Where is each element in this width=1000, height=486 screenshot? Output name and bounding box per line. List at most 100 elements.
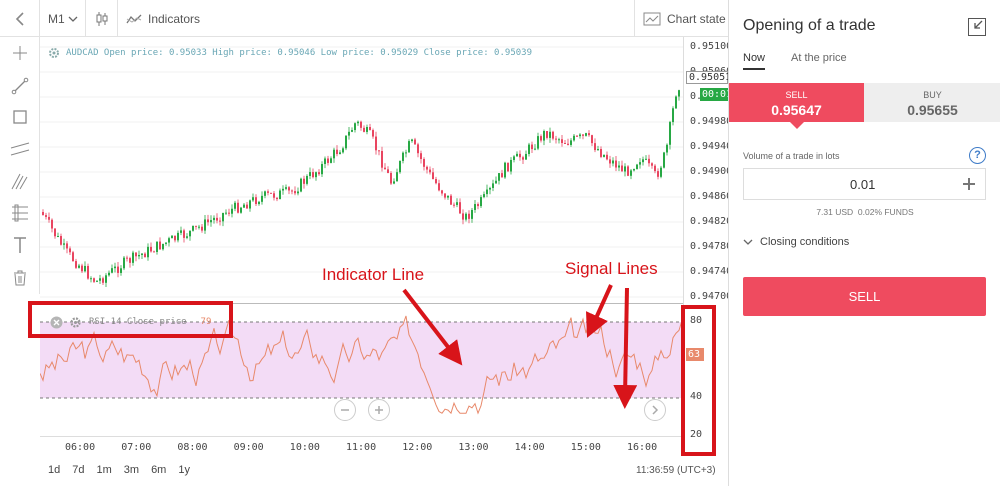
price-axis[interactable]: 0.951000.950600.950200.949800.949400.949…: [683, 37, 732, 303]
candle-body: [342, 148, 344, 153]
candle-body: [375, 136, 377, 151]
candle-body: [255, 197, 257, 205]
crosshair-tool[interactable]: [8, 41, 32, 65]
candle-body: [459, 202, 461, 214]
rsi-pane[interactable]: [40, 303, 683, 436]
candle-body: [480, 197, 482, 207]
channel-tool[interactable]: [8, 137, 32, 161]
back-button[interactable]: [0, 0, 40, 37]
timeframe-select[interactable]: M1: [40, 0, 86, 37]
candle-body: [48, 216, 50, 220]
range-button-1m[interactable]: 1m: [96, 464, 112, 476]
candle-body: [222, 212, 224, 222]
candle-body: [432, 172, 434, 180]
scroll-right-button[interactable]: [644, 399, 666, 421]
candle-body: [519, 153, 521, 158]
candle-body: [624, 166, 626, 172]
trash-icon: [14, 270, 26, 286]
chart-type-button[interactable]: [86, 0, 118, 37]
plus-icon[interactable]: [962, 177, 976, 191]
pitchfork-tool[interactable]: [8, 169, 32, 193]
candle-body: [201, 226, 203, 231]
price-tick: 0.94820: [690, 216, 733, 227]
candle-body: [51, 219, 53, 229]
range-button-6m[interactable]: 6m: [151, 464, 167, 476]
text-tool[interactable]: [8, 233, 32, 257]
time-axis[interactable]: 06:00 07:00 08:00 09:00 10:00 11:00 12:00 13:00…: [40, 436, 683, 458]
candle-body: [66, 243, 68, 249]
candle-body: [243, 204, 245, 208]
tab-at-the-price[interactable]: At the price: [791, 52, 847, 64]
buy-quote-label: BUY: [923, 90, 942, 100]
candle-body: [258, 201, 260, 205]
candle-body: [105, 275, 107, 283]
delete-drawings-tool[interactable]: [8, 266, 32, 290]
indicators-button[interactable]: Indicators: [118, 0, 208, 37]
rsi-axis-highlight: [681, 305, 716, 456]
buy-quote-button[interactable]: BUY 0.95655: [864, 83, 1000, 122]
candle-body: [126, 257, 128, 259]
volume-field[interactable]: 0.01: [743, 168, 986, 200]
candle-body: [438, 183, 440, 191]
candle-body: [537, 136, 539, 149]
fibonacci-icon: [12, 204, 28, 222]
candle-body: [648, 158, 650, 164]
chart-state-button[interactable]: Chart state: [634, 0, 728, 37]
zoom-in-button[interactable]: [368, 399, 390, 421]
fibonacci-tool[interactable]: [8, 201, 32, 225]
range-button-1y[interactable]: 1y: [178, 464, 190, 476]
candle-body: [369, 127, 371, 131]
candle-body: [567, 143, 569, 145]
candle-body: [423, 159, 425, 167]
sell-quote-button[interactable]: SELL 0.95647: [729, 83, 864, 129]
candle-body: [171, 235, 173, 239]
gear-icon[interactable]: [48, 47, 60, 59]
zoom-out-button[interactable]: [334, 399, 356, 421]
candle-body: [588, 133, 590, 136]
candle-body: [396, 172, 398, 182]
help-button[interactable]: ?: [969, 147, 986, 164]
candle-body: [456, 202, 458, 205]
gear-icon[interactable]: [69, 316, 82, 329]
chevron-left-icon: [15, 11, 24, 26]
candle-body: [303, 178, 305, 184]
candle-body: [654, 165, 656, 172]
candle-body: [564, 143, 566, 145]
trendline-tool[interactable]: [8, 74, 32, 98]
candle-body: [270, 192, 272, 194]
tab-now[interactable]: Now: [743, 52, 766, 70]
range-button-7d[interactable]: 7d: [72, 464, 85, 476]
price-chart[interactable]: [40, 37, 683, 303]
candle-body: [87, 265, 89, 279]
candle-body: [618, 165, 620, 168]
candle-body: [78, 265, 80, 268]
candle-body: [447, 195, 449, 198]
candle-body: [315, 172, 317, 178]
chevron-down-icon: [743, 239, 753, 245]
rectangle-icon: [13, 110, 27, 124]
candle-body: [132, 252, 134, 263]
candle-body: [204, 219, 206, 231]
rectangle-tool[interactable]: [8, 105, 32, 129]
candle-body: [570, 140, 572, 145]
candle-body: [177, 232, 179, 241]
candle-body: [501, 173, 503, 178]
candle-body: [183, 230, 185, 238]
close-icon[interactable]: [50, 316, 63, 329]
price-tick: 0.94980: [690, 116, 733, 127]
candle-body: [372, 130, 374, 137]
sell-button[interactable]: SELL: [743, 277, 986, 316]
closing-conditions-toggle[interactable]: Closing conditions: [743, 236, 849, 248]
time-tick: 08:00: [177, 442, 208, 453]
candle-body: [249, 200, 251, 209]
range-bar: 1d 7d 1m 3m 6m 1y 11:36:59 (UTC+3): [0, 458, 728, 482]
range-button-3m[interactable]: 3m: [123, 464, 140, 476]
candle-body: [486, 189, 488, 195]
minimize-button[interactable]: [968, 18, 986, 36]
candle-body: [552, 131, 554, 139]
candle-body: [639, 162, 641, 165]
candle-body: [288, 187, 290, 191]
rsi-legend: RSI 14 Close price 79: [50, 312, 211, 332]
range-button-1d[interactable]: 1d: [48, 464, 61, 476]
candle-body: [582, 134, 584, 136]
